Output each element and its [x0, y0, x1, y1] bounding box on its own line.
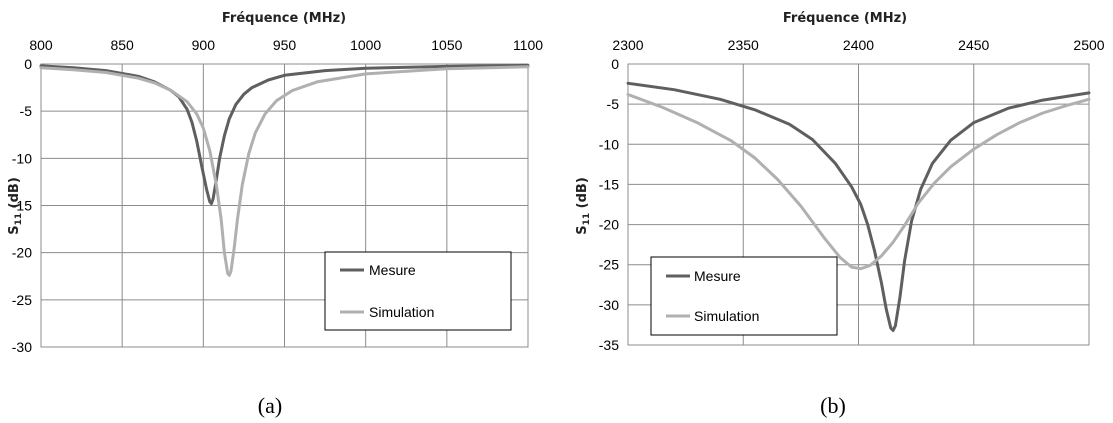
chart-b-legend-box	[650, 256, 838, 336]
chart-b-series-mesure	[626, 81, 1091, 332]
chart-b-x-tick-label: 2350	[728, 37, 759, 53]
chart-b-x-axis-title: Fréquence (MHz)	[783, 11, 907, 26]
chart-b-y-ticks: 0 -5 -10 -15 -20 -25 -30 -35	[599, 56, 619, 353]
chart-b-legend-simulation-label: Simulation	[694, 308, 759, 324]
chart-a-y-tick-label: -20	[12, 245, 32, 261]
chart-a-y-tick-label: -10	[12, 150, 32, 166]
chart-a-y-axis-title-sub: 11	[14, 213, 24, 226]
chart-a-x-ticks: 800 850 900 950 1000 1050 1100	[29, 37, 543, 53]
chart-b-y-tick-label: -30	[599, 297, 619, 313]
chart-b-x-ticks: 2300 2350 2400 2450 2500	[612, 37, 1104, 53]
chart-a-caption: (a)	[258, 393, 282, 418]
chart-b-legend-mesure-label: Mesure	[694, 268, 741, 284]
chart-b-y-axis-title-unit: (dB)	[575, 177, 590, 213]
chart-b-grid	[627, 63, 1090, 346]
chart-b-y-tick-label: -20	[599, 217, 619, 233]
chart-a-x-tick-label: 800	[29, 37, 53, 53]
chart-b-y-axis-title-sub: 11	[582, 213, 592, 226]
chart-b-y-tick-label: 0	[611, 56, 619, 72]
chart-b-x-tick-label: 2500	[1073, 37, 1104, 53]
chart-b-x-tick-label: 2300	[612, 37, 643, 53]
chart-b-y-tick-label: -25	[599, 257, 619, 273]
chart-b-y-tick-label: -10	[599, 136, 619, 152]
chart-a-series-simulation	[39, 65, 530, 277]
chart-b-y-tick-label: -5	[607, 96, 620, 112]
chart-a-y-tick-label: -25	[12, 292, 32, 308]
chart-a-x-tick-label: 1050	[431, 37, 462, 53]
chart-b-series-simulation	[626, 93, 1091, 271]
chart-a-x-axis-title: Fréquence (MHz)	[222, 11, 346, 26]
chart-a-y-axis-title-main: S	[7, 225, 22, 234]
chart-a-y-tick-label: -5	[20, 103, 33, 119]
chart-b-y-axis-title: S11 (dB)	[575, 177, 592, 235]
chart-a-legend-box	[324, 251, 512, 331]
chart-a-legend: Mesure Simulation	[324, 251, 512, 331]
chart-a-y-tick-label: 0	[24, 56, 32, 72]
chart-a-y-ticks: 0 -5 -10 -15 -20 -25 -30	[12, 56, 32, 355]
chart-a-y-tick-label: -15	[12, 198, 32, 214]
chart-b-y-tick-label: -15	[599, 176, 619, 192]
chart-a-x-tick-label: 1000	[350, 37, 381, 53]
chart-a-x-tick-label: 900	[192, 37, 216, 53]
chart-a-series	[39, 63, 530, 277]
chart-a-legend-mesure-label: Mesure	[369, 262, 416, 278]
chart-a-x-tick-label: 1100	[513, 37, 543, 53]
chart-a-y-tick-label: -30	[12, 339, 32, 355]
chart-a-y-axis-title-unit: (dB)	[7, 177, 22, 213]
chart-b-caption: (b)	[820, 393, 846, 418]
chart-a-y-axis-title: S11 (dB)	[7, 177, 24, 235]
chart-a-grid	[40, 63, 529, 348]
chart-b: 2300 2350 2400 2450 2500 0 -5 -10 -15 -20 -25 -30 -…	[575, 11, 1105, 418]
chart-b-legend: Mesure Simulation	[650, 256, 838, 336]
chart-b-x-tick-label: 2450	[958, 37, 989, 53]
chart-a-x-tick-label: 950	[273, 37, 297, 53]
chart-a: 800 850 900 950 1000 1050 1100 0 -5 -10 -15 -20 -25…	[7, 11, 543, 418]
chart-b-y-tick-label: -35	[599, 337, 619, 353]
chart-b-y-axis-title-main: S	[575, 225, 590, 234]
chart-b-series	[626, 81, 1091, 332]
chart-a-legend-simulation-label: Simulation	[369, 304, 434, 320]
chart-a-x-tick-label: 850	[110, 37, 134, 53]
chart-b-x-tick-label: 2400	[843, 37, 874, 53]
